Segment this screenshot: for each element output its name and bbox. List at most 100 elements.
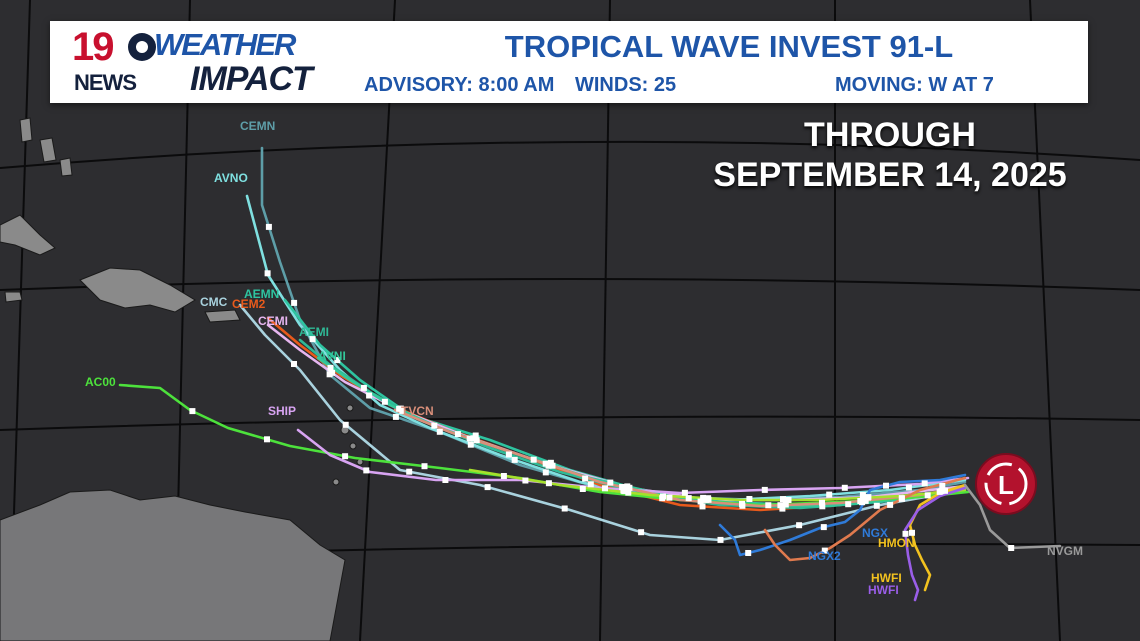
position-marker — [898, 495, 905, 502]
advisory-time: ADVISORY: 8:00 AM — [364, 74, 555, 96]
track-hwfi — [903, 486, 967, 602]
label-hmon: HMON — [878, 536, 915, 550]
position-marker — [761, 486, 768, 493]
position-marker — [821, 547, 828, 554]
track-avno — [245, 194, 967, 502]
position-marker — [666, 494, 673, 501]
land-masses — [0, 117, 364, 641]
position-marker — [621, 488, 628, 495]
cbs-eye-icon — [128, 33, 156, 61]
island-4 — [332, 478, 340, 486]
position-marker — [500, 473, 507, 479]
forecast-window-line2: SEPTEMBER 14, 2025 — [713, 156, 1067, 194]
position-marker — [309, 336, 316, 343]
position-marker — [442, 477, 449, 483]
label-ngx: NGX — [862, 526, 888, 540]
position-marker — [264, 270, 271, 277]
label-avno: AVNO — [214, 171, 248, 185]
position-marker — [291, 361, 297, 367]
forecast-window: THROUGH SEPTEMBER 14, 2025 — [640, 115, 1140, 195]
wind-speed: WINDS: 25 — [575, 74, 677, 96]
position-marker — [924, 492, 931, 499]
label-cemi: CEMI — [258, 314, 288, 328]
label-hwfi-a: HWFI — [871, 571, 902, 585]
cuba — [0, 214, 56, 256]
position-marker — [549, 462, 556, 469]
label-aemn: AEMN — [244, 287, 279, 301]
position-marker — [865, 494, 871, 501]
forecast-window-line1: THROUGH — [804, 116, 976, 154]
position-marker — [607, 479, 614, 486]
position-marker — [1008, 545, 1015, 551]
position-marker — [887, 501, 894, 508]
movement: MOVING: W AT 7 — [835, 74, 994, 96]
position-marker — [421, 463, 428, 470]
position-marker — [873, 502, 880, 509]
track-position-markers — [189, 223, 1015, 556]
position-marker — [329, 369, 336, 376]
label-tvcn: TVCN — [401, 404, 434, 418]
position-marker — [522, 477, 529, 484]
position-marker — [625, 489, 632, 496]
position-marker — [936, 488, 943, 495]
position-marker — [470, 435, 477, 442]
position-marker — [579, 486, 586, 492]
position-marker — [381, 398, 388, 405]
position-marker — [530, 456, 537, 463]
label-nvgm: NVGM — [1047, 544, 1083, 558]
position-marker — [782, 501, 789, 508]
position-marker — [363, 467, 370, 474]
position-marker — [685, 495, 692, 502]
position-marker — [189, 408, 196, 415]
position-marker — [845, 501, 852, 508]
island-5 — [346, 404, 354, 412]
position-marker — [396, 405, 403, 412]
label-ship: SHIP — [268, 404, 296, 418]
position-marker — [777, 502, 784, 509]
position-marker — [619, 484, 626, 490]
bahamas-1 — [19, 117, 33, 143]
position-marker — [841, 484, 848, 491]
position-marker — [582, 475, 589, 482]
position-marker — [545, 480, 552, 487]
track-ngx — [718, 473, 967, 557]
brand-weather: WEATHER — [154, 27, 296, 62]
station-logo-news: NEWS — [74, 70, 137, 95]
position-marker — [265, 223, 272, 230]
position-marker — [681, 489, 688, 496]
position-marker — [909, 529, 915, 536]
position-marker — [796, 522, 803, 529]
position-marker — [859, 492, 866, 498]
position-marker — [659, 495, 666, 502]
position-marker — [819, 499, 825, 506]
position-marker — [436, 428, 443, 435]
label-ac00: AC00 — [85, 375, 116, 389]
label-hwfi-b: HWFI — [868, 583, 899, 597]
position-marker — [765, 502, 772, 509]
storm-low-ring — [984, 462, 1028, 506]
position-marker — [862, 497, 869, 504]
position-marker — [473, 437, 480, 444]
position-marker — [779, 505, 786, 512]
track-ngx2 — [763, 476, 967, 562]
position-marker — [745, 550, 752, 556]
station-logo-number: 19 — [72, 25, 114, 69]
position-marker — [819, 503, 826, 510]
position-marker — [334, 357, 341, 364]
position-marker — [399, 407, 406, 414]
hispaniola — [79, 267, 196, 313]
position-marker — [780, 496, 786, 503]
position-marker — [406, 468, 413, 475]
header-banner: 19 NEWS WEATHER IMPACT TROPICAL WAVE INV… — [50, 21, 1088, 103]
position-marker — [699, 503, 706, 510]
position-marker — [505, 451, 512, 458]
label-cmc: CMC — [200, 295, 228, 309]
label-cem2: CEM2 — [232, 297, 266, 311]
label-ngx2: NGX2 — [808, 549, 841, 563]
puerto-rico — [204, 309, 241, 323]
bahamas-2 — [39, 137, 57, 163]
island-2 — [349, 442, 357, 450]
bahamas-3 — [59, 157, 73, 177]
position-marker — [431, 422, 438, 429]
